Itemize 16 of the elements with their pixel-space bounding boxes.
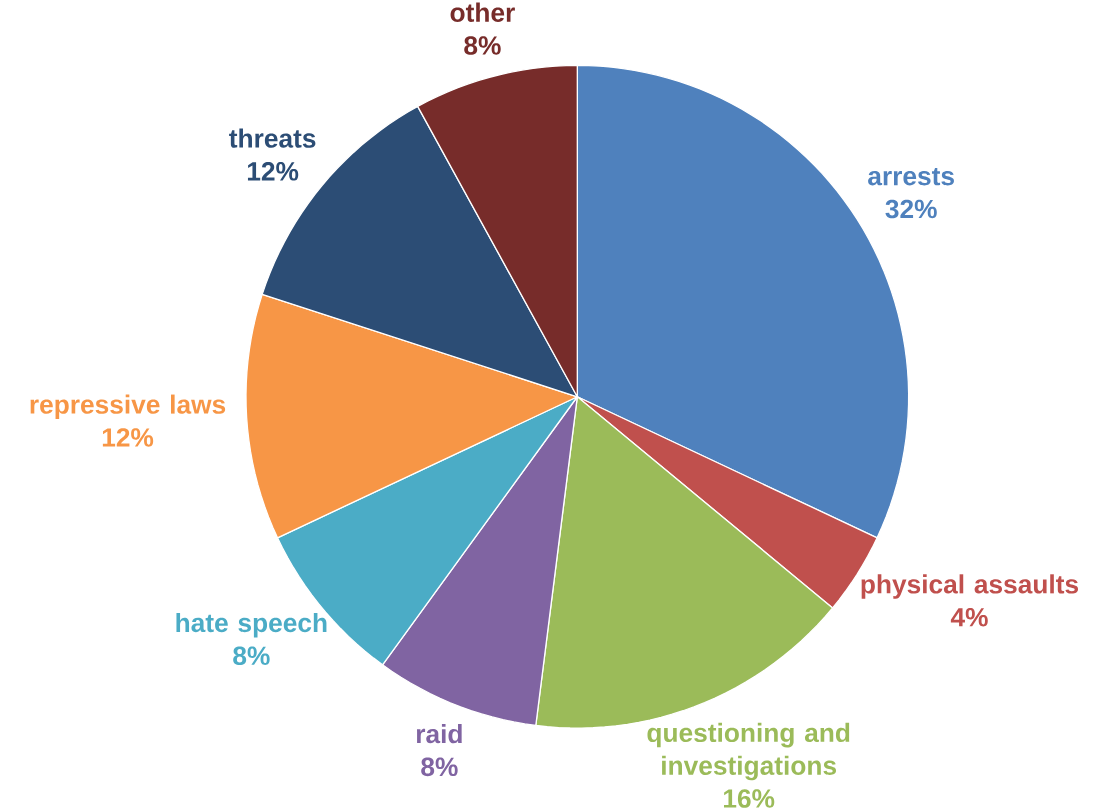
slice-label: raid <box>416 724 462 744</box>
slice-label: other <box>450 2 515 23</box>
data-label: 12% <box>247 162 299 181</box>
slice-label: physical assaults <box>861 574 1079 600</box>
data-label: 8% <box>233 646 270 666</box>
data-label: 8% <box>464 36 501 56</box>
slice-label: arrests <box>868 168 954 186</box>
data-label: 16% <box>724 789 775 809</box>
slice-label: questioning and investigations <box>647 723 850 781</box>
data-label: 4% <box>950 608 988 627</box>
slice-label: hate speech <box>176 613 327 638</box>
data-label: 32% <box>885 199 937 219</box>
slice-label: threats <box>229 128 316 149</box>
slice-label: repressive laws <box>30 394 226 420</box>
data-label: 8% <box>421 757 458 777</box>
data-label: 12% <box>102 428 154 447</box>
